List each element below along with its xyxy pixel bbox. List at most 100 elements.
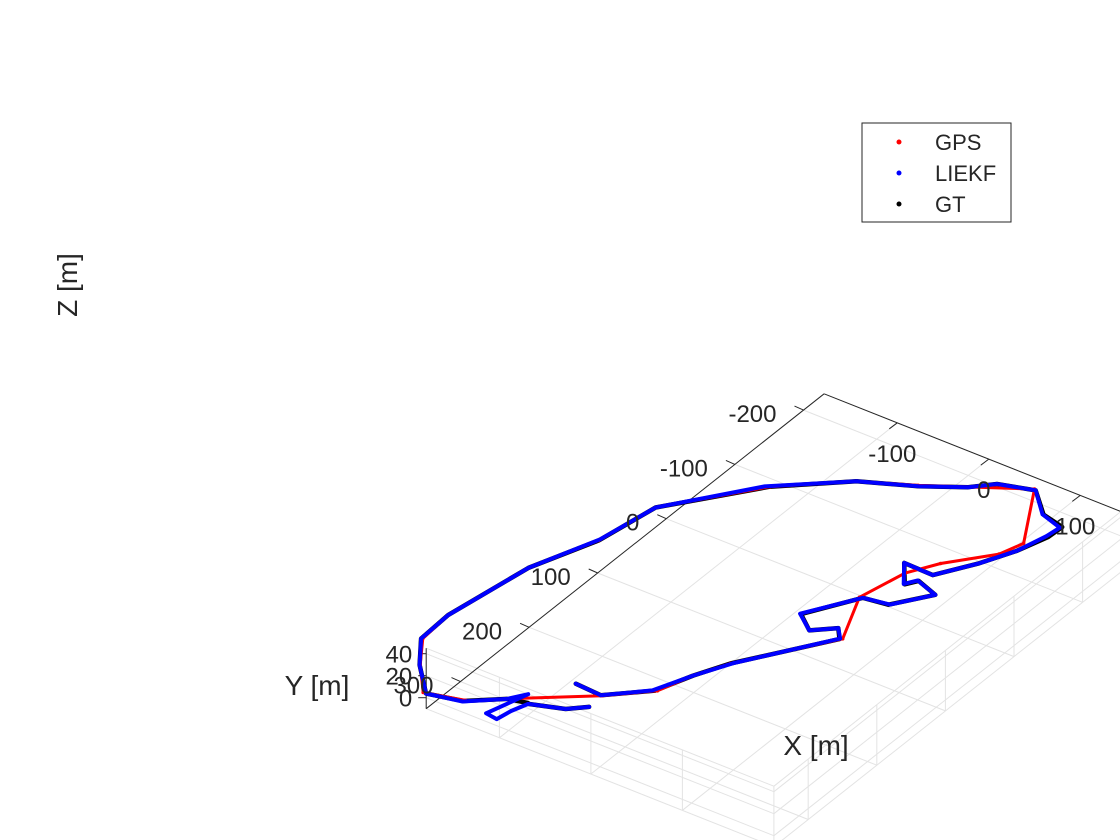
legend: GPS LIEKF GT [861,122,1012,223]
x-tick-mark [888,422,898,430]
z-tick-label: 40 [385,642,412,669]
legend-marker-gt [896,201,902,207]
data-point-liekf [1040,512,1045,517]
y-tick-mark [657,514,667,520]
data-point-liekf [798,611,802,616]
series-gps [418,479,1037,703]
legend-label-gps: GPS [935,130,981,155]
x-axis-label: X [m] [783,730,848,761]
data-point-liekf [1015,548,1019,553]
data-point-liekf [888,602,892,607]
data-point-liekf [446,613,450,617]
data-point-liekf [902,561,906,565]
data-point-liekf [762,484,767,489]
grid-line-backwall-z [426,653,775,793]
data-point-liekf [838,636,842,641]
x-tick-label: 0 [977,477,990,504]
y-axis-line [425,393,825,710]
y-tick-mark [725,459,736,465]
y-tick-mark [588,568,598,574]
data-point-liekf [916,484,921,489]
grid-line-sidewall-z [773,561,1120,837]
data-point-liekf [526,702,530,706]
grid-line-floor-y [460,681,809,820]
grid-layer [425,409,1120,840]
data-point-liekf [807,628,812,633]
data-point-liekf [966,485,970,490]
data-point-liekf [484,711,488,716]
grid-line-floor-x [682,495,1081,811]
pane-edge [781,572,1120,840]
data-point-liekf [854,479,859,484]
pane-edge [426,708,759,840]
data-point-liekf [931,573,935,577]
data-point-liekf [650,688,655,693]
data-point-liekf [424,691,428,696]
data-point-liekf [1033,488,1038,493]
data-point-liekf [653,505,658,510]
data-point-liekf [417,663,422,667]
grid-line-sidewall-z [773,517,1120,793]
y-tick-mark [794,405,804,411]
y-axis-label: Y [m] [285,670,350,701]
x-tick-mark [1072,494,1081,502]
data-point-liekf [494,717,499,721]
data-point-gps [938,561,943,566]
grid-line-floor-y [666,518,1015,658]
y-tick-label: 100 [531,564,571,591]
y-tick-label: 200 [462,618,502,645]
data-point-liekf [901,582,906,586]
data-point-liekf [836,626,841,630]
data-layer [417,478,1065,722]
data-point-liekf [526,692,530,696]
data-point-liekf [995,482,999,486]
legend-marker-gps [896,139,902,145]
legend-entry-gt: GT [896,192,966,217]
data-point-liekf [563,707,568,711]
legend-label-liekf: LIEKF [935,161,996,186]
data-point-liekf [419,636,423,641]
y-tick-label: 300 [393,673,433,700]
y-tick-label: -200 [728,401,776,428]
pane-edge [773,511,1120,787]
data-point-liekf [861,596,865,600]
data-point-liekf [977,561,981,566]
data-point-liekf [574,681,578,686]
x-axis-line [823,393,1120,512]
grid-line-sidewall-z [773,539,1120,815]
legend-entry-gps: GPS [896,130,981,155]
grid-line-floor-x [499,422,898,739]
axis-layer [418,393,1120,710]
z-axis-label: Z [m] [52,253,83,317]
series-liekf [417,479,1062,722]
data-point-liekf [598,537,602,542]
trajectory-gt [417,478,1065,712]
trajectory-gps [418,479,1036,702]
data-point-liekf [526,566,531,570]
data-point-liekf [731,661,736,665]
grid-line-backwall-z [426,697,775,837]
grid-line-floor-y [803,409,1120,537]
z-tick-label: 0 [399,686,412,713]
data-point-liekf [1044,534,1049,538]
x-tick-mark [980,458,990,466]
series-gt [417,478,1065,712]
y-tick-label: 0 [626,510,639,537]
grid-line-floor-y [597,572,946,712]
grid-line-floor-x [590,458,990,775]
data-point-liekf [587,705,591,709]
legend-marker-liekf [896,170,902,176]
data-point-liekf [505,697,510,701]
y-tick-mark [451,677,461,683]
legend-label-gt: GT [935,192,966,217]
y-tick-mark [519,622,530,628]
data-point-liekf [691,673,695,678]
data-point-liekf [1058,525,1062,530]
data-point-liekf [509,709,513,713]
data-point-liekf [915,578,920,583]
pane-edge [426,647,775,787]
x-tick-label: 100 [1055,513,1095,540]
grid-line-floor-y [528,626,877,766]
